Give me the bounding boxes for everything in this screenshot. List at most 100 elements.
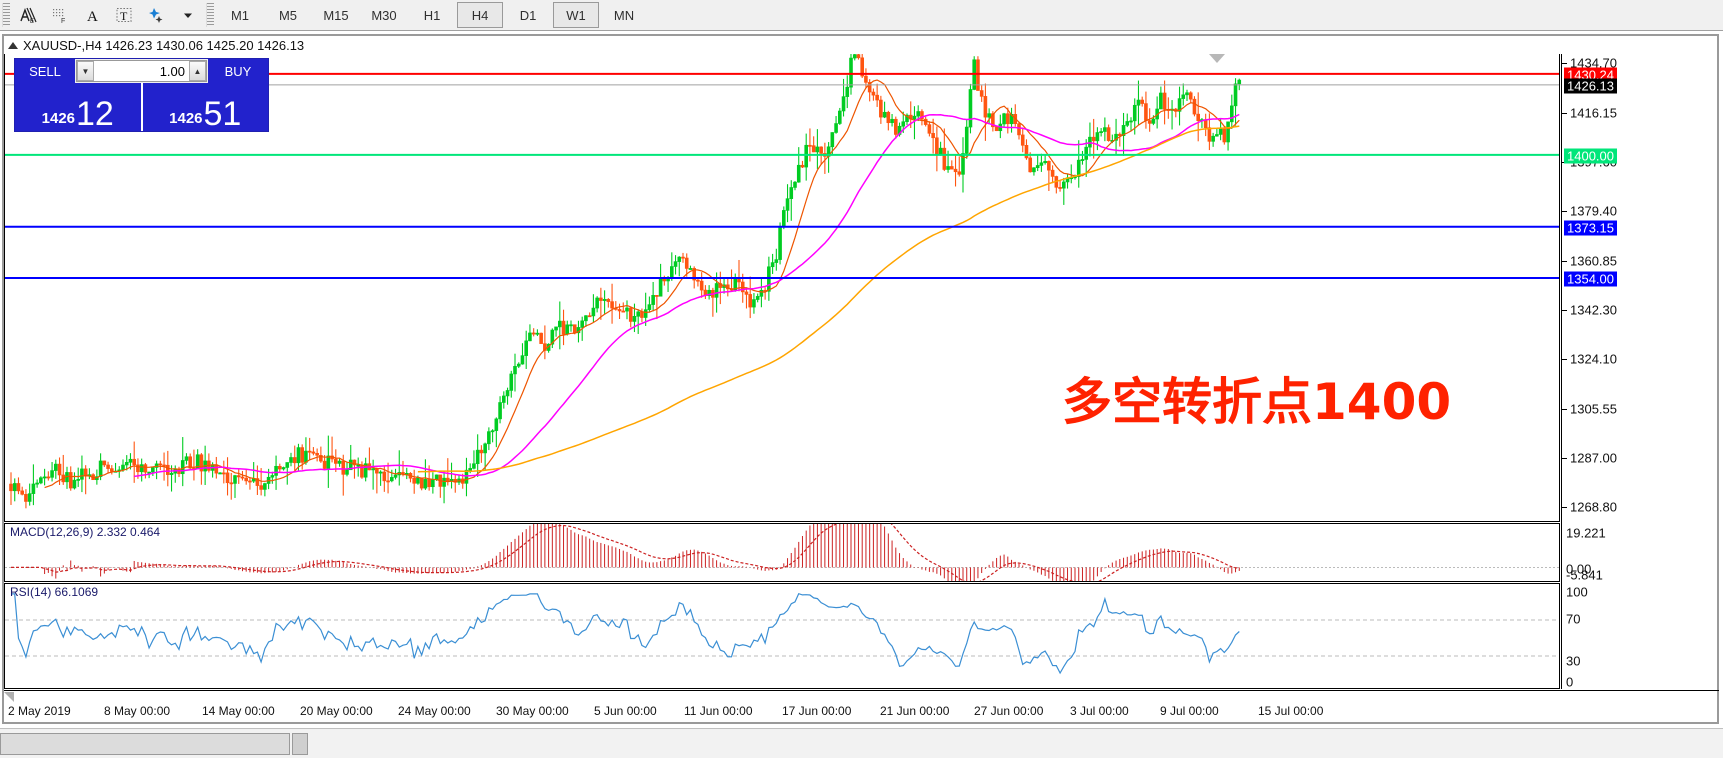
- macd-scale-label-0: 19.221: [1566, 525, 1606, 541]
- macd-scale-label-1: 0.00: [1566, 561, 1592, 577]
- rsi-plot: [5, 592, 1559, 675]
- volume-stepper[interactable]: ▼ 1.00 ▲: [76, 60, 207, 82]
- price-tick: [1562, 507, 1567, 508]
- macd-plot: [5, 524, 1559, 581]
- taskbar-item-2[interactable]: [292, 733, 308, 755]
- timeframe-h1[interactable]: H1: [423, 7, 441, 23]
- time-label-4: 24 May 00:00: [398, 704, 471, 718]
- price-tick: [1562, 211, 1567, 212]
- text-tool-icon[interactable]: A: [77, 1, 107, 29]
- price-tick: [1562, 359, 1567, 360]
- timeframe-m15[interactable]: M15: [323, 7, 349, 23]
- level-1373-label[interactable]: 1373.15: [1564, 220, 1617, 236]
- toolbar-grip[interactable]: [2, 3, 10, 27]
- text-label-icon[interactable]: T: [109, 1, 139, 29]
- timeframe-w1[interactable]: W1: [553, 2, 599, 28]
- buy-price[interactable]: 1426 51: [143, 83, 269, 131]
- sell-price[interactable]: 1426 12: [15, 83, 141, 131]
- one-click-trading-panel[interactable]: SELL ▼ 1.00 ▲ BUY 1426 12 1426 51: [14, 58, 269, 132]
- timeframe-toolbar-grip[interactable]: [206, 3, 214, 27]
- macd-pane[interactable]: MACD(12,26,9) 2.332 0.464: [4, 523, 1560, 582]
- timeframe-m5[interactable]: M5: [278, 7, 298, 23]
- timeframe-h4[interactable]: H4: [457, 2, 503, 28]
- rsi-title: RSI(14) 66.1069: [10, 585, 99, 599]
- buy-price-small: 1426: [169, 110, 203, 127]
- rsi-pane[interactable]: RSI(14) 66.1069: [4, 583, 1560, 689]
- time-label-2: 14 May 00:00: [202, 704, 275, 718]
- macd-scale-label-2: -5.841: [1566, 567, 1603, 583]
- price-tick-label-5: 1342.30: [1570, 302, 1617, 318]
- indicators-icon[interactable]: E: [13, 1, 43, 29]
- price-tick-label-9: 1268.80: [1570, 499, 1617, 515]
- rsi-scale-label-3: 0: [1566, 674, 1574, 690]
- sell-price-small: 1426: [41, 110, 76, 127]
- chevron-down-icon[interactable]: [173, 1, 203, 29]
- price-tick: [1562, 310, 1567, 312]
- level-1354-label[interactable]: 1354.00: [1564, 271, 1617, 287]
- price-tick-label-0: 1434.70: [1570, 55, 1617, 71]
- svg-text:T: T: [120, 9, 128, 23]
- last-price-label[interactable]: 1426.13: [1564, 78, 1617, 94]
- price-tick: [1562, 408, 1567, 410]
- volume-increment-icon[interactable]: ▲: [189, 61, 206, 81]
- time-label-1: 8 May 00:00: [104, 704, 171, 718]
- svg-text:A: A: [87, 9, 98, 25]
- time-label-6: 5 Jun 00:00: [594, 704, 657, 718]
- timeframe-m1[interactable]: M1: [230, 7, 250, 23]
- buy-button[interactable]: BUY: [208, 59, 268, 83]
- timeframe-m30[interactable]: M30: [371, 7, 397, 23]
- timeframe-d1[interactable]: D1: [519, 7, 537, 23]
- price-tick: [1562, 112, 1567, 114]
- price-tick: [1562, 63, 1567, 64]
- price-tick: [1562, 458, 1567, 460]
- time-label-11: 3 Jul 00:00: [1070, 704, 1129, 718]
- rsi-scale-label-2: 30: [1566, 653, 1581, 669]
- scroll-anchor-icon[interactable]: [1209, 54, 1225, 63]
- buy-price-big: 51: [203, 95, 242, 134]
- symbol-ohlc-label: XAUUSD-,H4 1426.23 1430.06 1425.20 1426.…: [23, 37, 305, 53]
- price-tick-label-3: 1379.40: [1570, 203, 1617, 219]
- main-toolbar: E F A T: [0, 0, 1723, 31]
- time-label-5: 30 May 00:00: [496, 704, 569, 718]
- time-scale-corner-icon: [4, 692, 14, 702]
- time-scale[interactable]: 2 May 2019 8 May 00:00 14 May 00:00 20 May …: [4, 690, 1719, 722]
- svg-text:F: F: [61, 18, 65, 25]
- time-label-12: 9 Jul 00:00: [1160, 704, 1219, 718]
- objects-icon[interactable]: [141, 1, 171, 29]
- symbol-info-bar: XAUUSD-,H4 1426.23 1430.06 1425.20 1426.…: [4, 36, 1717, 54]
- trade-panel-top-row: SELL ▼ 1.00 ▲ BUY: [15, 59, 268, 83]
- sell-button[interactable]: SELL: [15, 59, 75, 83]
- support-line-label[interactable]: 1400.00: [1564, 148, 1617, 164]
- price-divider: [140, 83, 143, 131]
- macd-title: MACD(12,26,9) 2.332 0.464: [10, 525, 161, 539]
- volume-input[interactable]: 1.00: [94, 61, 189, 81]
- time-label-8: 17 Jun 00:00: [782, 704, 852, 718]
- time-label-9: 21 Jun 00:00: [880, 704, 950, 718]
- sell-price-big: 12: [76, 95, 114, 134]
- time-label-13: 15 Jul 00:00: [1258, 704, 1324, 718]
- price-tick-label-1: 1416.15: [1570, 105, 1617, 121]
- timeframe-group: M1 M5 M15 M30 H1 H4 D1 W1 MN: [216, 2, 648, 28]
- time-label-7: 11 Jun 00:00: [684, 704, 753, 718]
- volume-decrement-icon[interactable]: ▼: [77, 61, 94, 81]
- collapse-triangle-icon[interactable]: [8, 41, 18, 49]
- templates-icon[interactable]: F: [45, 1, 75, 29]
- chart-annotation-text: 多空转折点1400: [1062, 373, 1452, 431]
- timeframe-mn[interactable]: MN: [613, 7, 635, 23]
- price-tick-label-4: 1360.85: [1570, 253, 1617, 269]
- taskbar-item-1[interactable]: [0, 733, 290, 755]
- rsi-scale-label-1: 70: [1566, 611, 1581, 627]
- time-label-0: 2 May 2019: [8, 704, 71, 718]
- rsi-scale-label-0: 100: [1566, 584, 1588, 600]
- taskbar: [0, 728, 1723, 758]
- chart-window: XAUUSD-,H4 1426.23 1430.06 1425.20 1426.…: [2, 34, 1719, 724]
- time-label-3: 20 May 00:00: [300, 704, 373, 718]
- price-tick-label-6: 1324.10: [1570, 351, 1617, 367]
- price-tick-label-7: 1305.55: [1570, 401, 1617, 417]
- price-scale[interactable]: 1434.701416.151397.601379.401360.851342.…: [1561, 54, 1719, 690]
- taskbar-empty-area: [310, 733, 1722, 755]
- price-tick-label-8: 1287.00: [1570, 450, 1617, 466]
- trade-panel-prices: 1426 12 1426 51: [15, 83, 268, 131]
- time-label-10: 27 Jun 00:00: [974, 704, 1044, 718]
- svg-text:E: E: [30, 19, 34, 25]
